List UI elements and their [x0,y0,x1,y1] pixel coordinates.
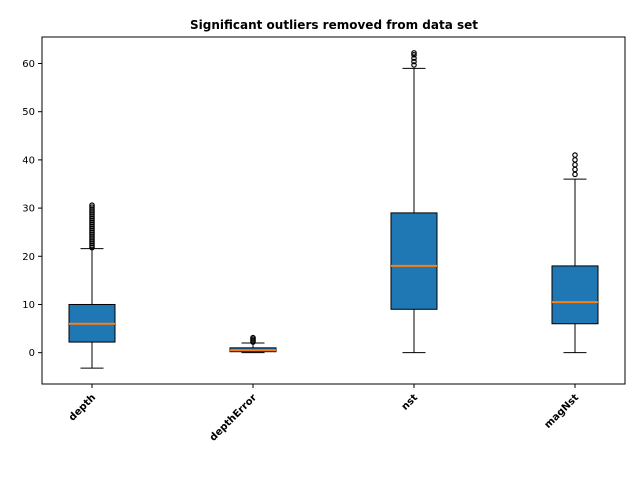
outlier-point [89,204,95,210]
y-tick-label: 40 [22,155,35,166]
x-tick-label: depthError [208,392,259,443]
box-iqr [551,265,599,325]
outlier-point [572,171,578,178]
y-tick-label: 50 [22,107,35,118]
outlier-point [411,50,417,56]
x-tick-label: magNst [543,392,582,431]
outlier-point [89,202,95,208]
y-tick-label: 60 [22,59,35,70]
y-tick-label: 10 [22,300,35,311]
x-tick-label: depth [67,392,98,423]
outlier-point [250,334,256,341]
outlier-point [411,62,417,68]
y-tick-label: 30 [22,204,35,215]
box-group-depthError [229,334,277,354]
plot-frame [41,36,626,385]
y-tick-label: 0 [29,348,35,359]
box-group-magNst [551,152,599,354]
outlier-point [411,52,417,58]
boxes-layer [68,50,599,369]
x-tick-label: nst [400,392,421,413]
outlier-point [572,152,578,158]
outlier-point [572,161,578,168]
y-tick-label: 20 [22,252,35,263]
outlier-point [411,55,417,62]
chart-title: Significant outliers removed from data s… [190,18,478,32]
outlier-point [411,58,417,65]
box-group-depth [68,202,116,369]
x-axis: depth depthError nst magNst [67,384,581,444]
y-axis: 0 10 20 30 40 50 60 [22,59,42,359]
outlier-point [572,166,578,173]
outlier-point [572,157,578,163]
box-group-nst [390,50,438,354]
box-iqr [390,212,438,310]
